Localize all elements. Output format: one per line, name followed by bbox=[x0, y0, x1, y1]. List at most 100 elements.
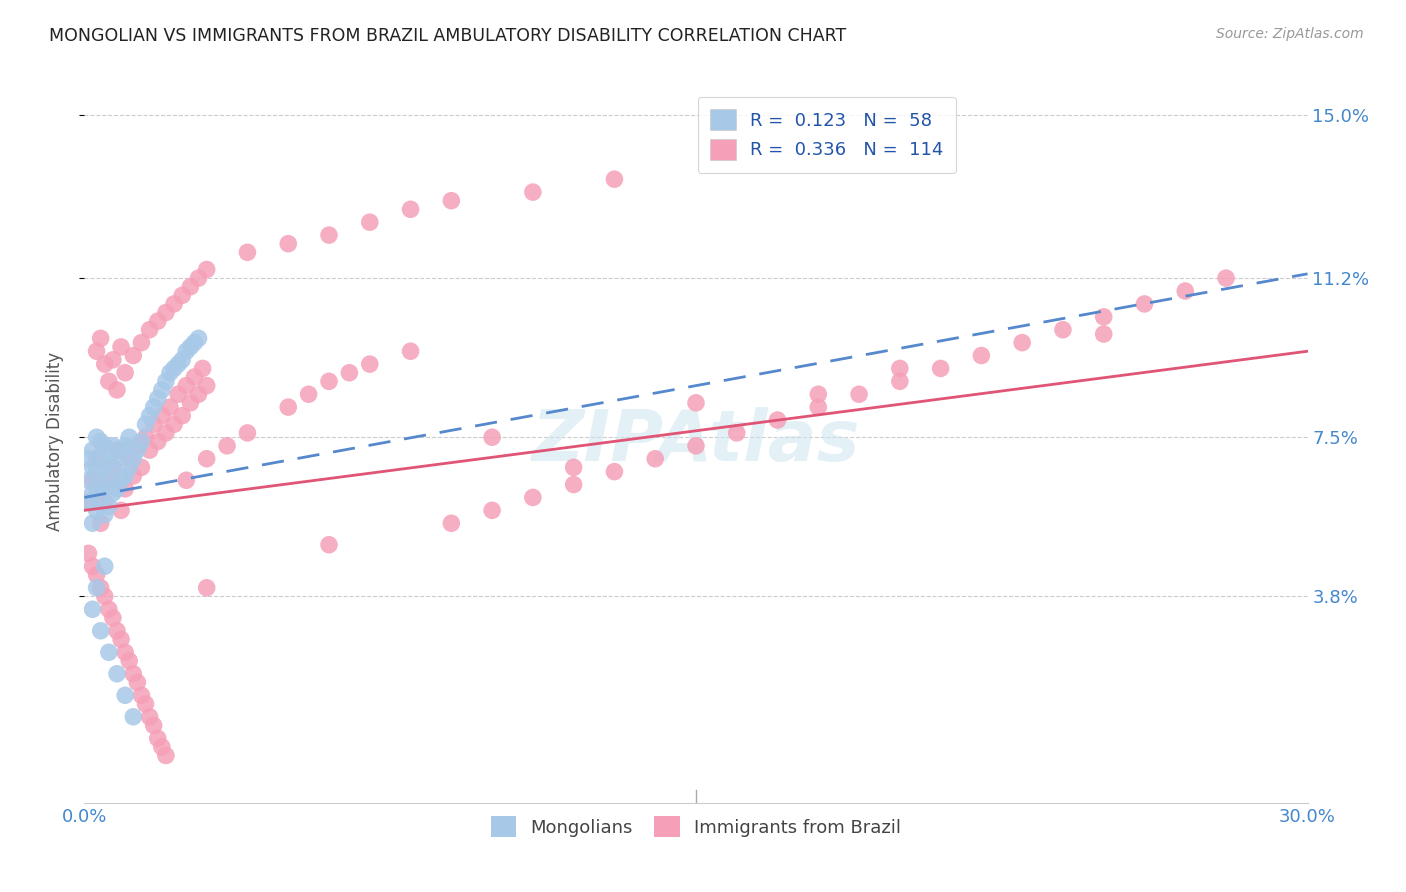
Point bbox=[114, 469, 136, 483]
Point bbox=[90, 495, 112, 509]
Point bbox=[1011, 335, 1033, 350]
Point bbox=[82, 602, 104, 616]
Point bbox=[766, 413, 789, 427]
Point bbox=[90, 473, 112, 487]
Point bbox=[195, 262, 218, 277]
Point bbox=[848, 387, 870, 401]
Point bbox=[77, 546, 100, 560]
Point bbox=[82, 486, 104, 500]
Point bbox=[122, 349, 145, 363]
Point bbox=[159, 366, 181, 380]
Point bbox=[101, 352, 124, 367]
Point bbox=[163, 361, 186, 376]
Point bbox=[440, 194, 463, 208]
Legend: Mongolians, Immigrants from Brazil: Mongolians, Immigrants from Brazil bbox=[484, 809, 908, 845]
Point bbox=[118, 451, 141, 466]
Point bbox=[150, 383, 173, 397]
Text: Source: ZipAtlas.com: Source: ZipAtlas.com bbox=[1216, 27, 1364, 41]
Point bbox=[195, 378, 218, 392]
Point bbox=[93, 357, 115, 371]
Point bbox=[195, 581, 218, 595]
Point bbox=[105, 666, 128, 681]
Point bbox=[90, 516, 112, 531]
Point bbox=[118, 460, 141, 475]
Point bbox=[150, 409, 173, 423]
Point bbox=[167, 357, 190, 371]
Point bbox=[114, 645, 136, 659]
Point bbox=[603, 465, 626, 479]
Point bbox=[90, 434, 112, 449]
Point bbox=[725, 425, 748, 440]
Point bbox=[298, 387, 321, 401]
Point bbox=[138, 409, 160, 423]
Point bbox=[970, 349, 993, 363]
Point bbox=[562, 460, 585, 475]
Point bbox=[146, 731, 169, 746]
Point bbox=[174, 344, 197, 359]
Point bbox=[174, 378, 197, 392]
Point bbox=[318, 375, 340, 389]
Point bbox=[127, 439, 149, 453]
Point bbox=[155, 305, 177, 319]
Point bbox=[93, 495, 115, 509]
Point bbox=[110, 473, 132, 487]
Point bbox=[142, 417, 165, 432]
Point bbox=[172, 288, 194, 302]
Point bbox=[101, 439, 124, 453]
Point bbox=[135, 697, 157, 711]
Point bbox=[101, 460, 124, 475]
Point bbox=[127, 443, 149, 458]
Point bbox=[187, 271, 209, 285]
Point bbox=[929, 361, 952, 376]
Point bbox=[217, 439, 239, 453]
Point bbox=[86, 451, 108, 466]
Point bbox=[77, 451, 100, 466]
Point bbox=[122, 451, 145, 466]
Point bbox=[138, 443, 160, 458]
Point bbox=[187, 331, 209, 345]
Point bbox=[359, 215, 381, 229]
Point bbox=[318, 538, 340, 552]
Point bbox=[603, 172, 626, 186]
Point bbox=[807, 400, 830, 414]
Point bbox=[1174, 284, 1197, 298]
Point bbox=[82, 473, 104, 487]
Point bbox=[105, 383, 128, 397]
Point bbox=[97, 473, 120, 487]
Point bbox=[110, 503, 132, 517]
Point bbox=[82, 559, 104, 574]
Point bbox=[138, 323, 160, 337]
Point bbox=[97, 499, 120, 513]
Point bbox=[93, 482, 115, 496]
Point bbox=[97, 447, 120, 461]
Text: ZIPAtlas: ZIPAtlas bbox=[531, 407, 860, 476]
Point bbox=[105, 482, 128, 496]
Point bbox=[179, 340, 201, 354]
Point bbox=[142, 718, 165, 732]
Point bbox=[118, 430, 141, 444]
Point bbox=[82, 460, 104, 475]
Point bbox=[889, 375, 911, 389]
Point bbox=[135, 430, 157, 444]
Point bbox=[118, 654, 141, 668]
Point bbox=[122, 666, 145, 681]
Point bbox=[131, 434, 153, 449]
Point bbox=[93, 508, 115, 522]
Point bbox=[101, 460, 124, 475]
Point bbox=[339, 366, 361, 380]
Point bbox=[97, 473, 120, 487]
Point bbox=[1092, 310, 1115, 324]
Point bbox=[82, 443, 104, 458]
Point bbox=[90, 581, 112, 595]
Point bbox=[93, 590, 115, 604]
Point bbox=[163, 417, 186, 432]
Point bbox=[481, 430, 503, 444]
Point bbox=[110, 443, 132, 458]
Point bbox=[90, 624, 112, 638]
Point bbox=[1052, 323, 1074, 337]
Point bbox=[105, 624, 128, 638]
Point bbox=[86, 503, 108, 517]
Point bbox=[146, 392, 169, 406]
Point bbox=[77, 495, 100, 509]
Point bbox=[86, 567, 108, 582]
